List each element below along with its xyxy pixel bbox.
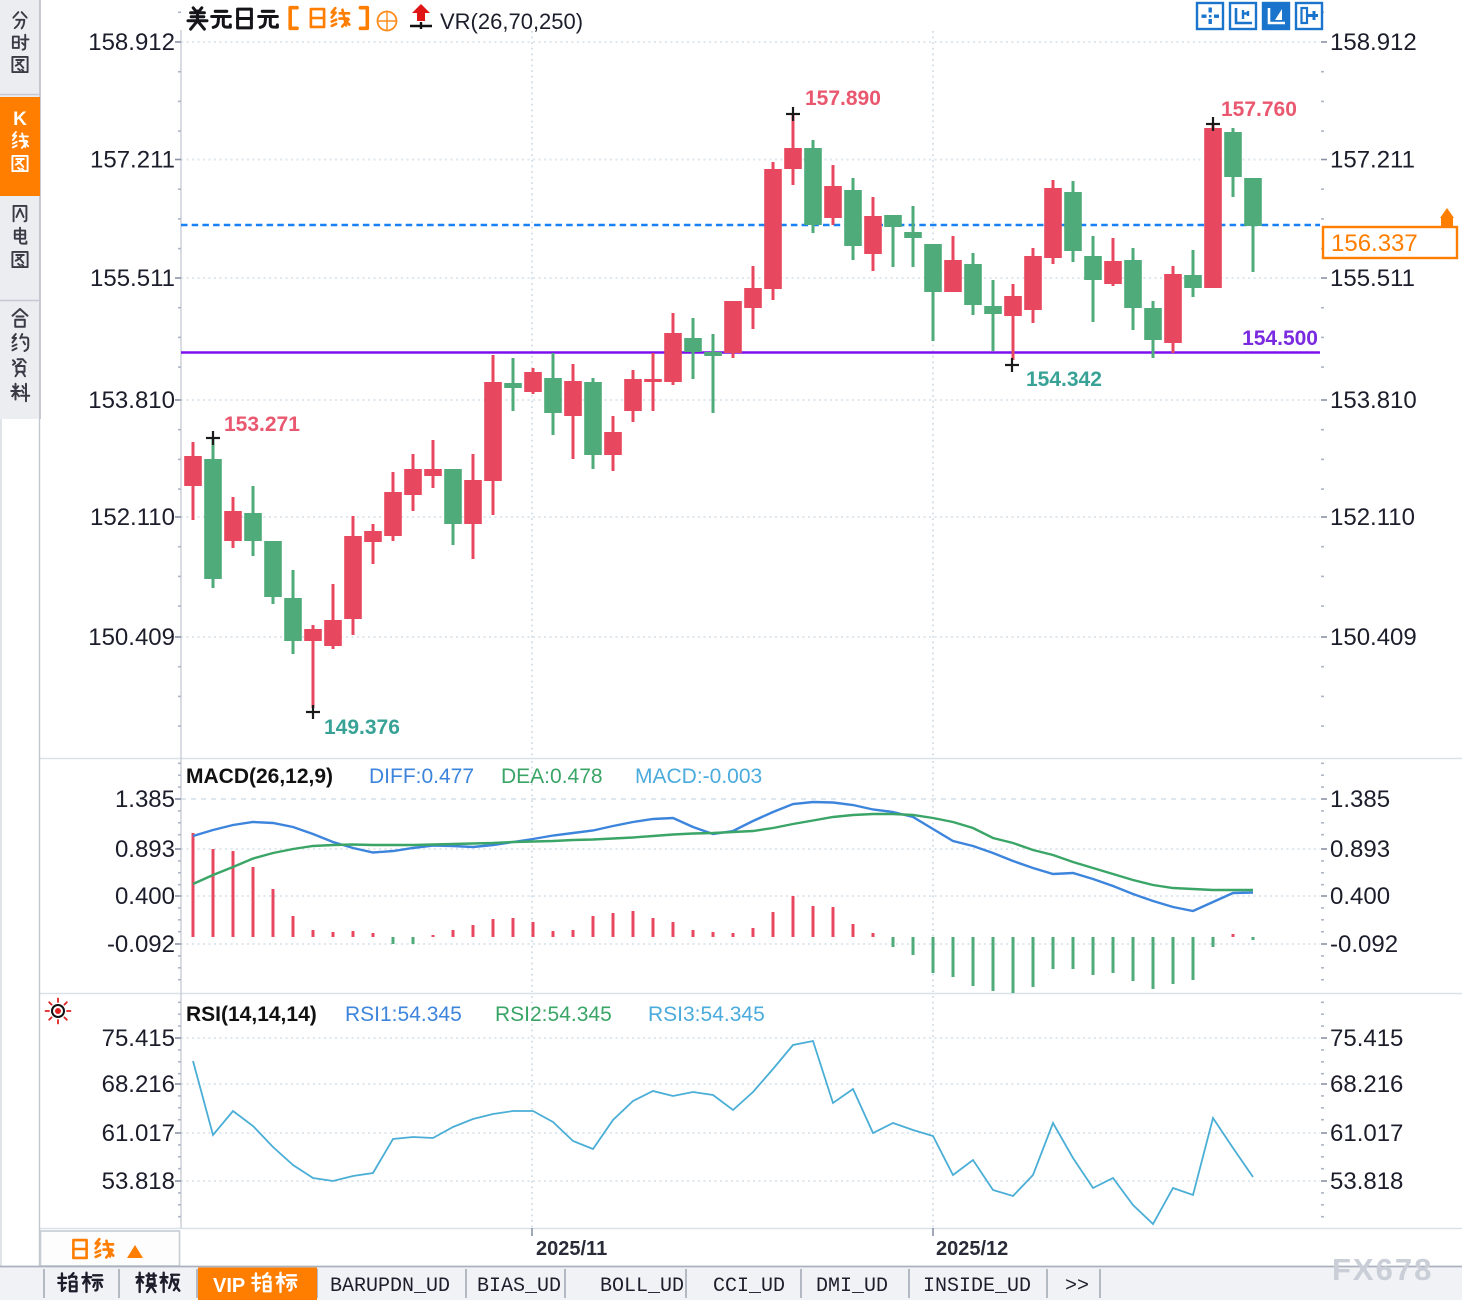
svg-text:K: K bbox=[13, 109, 27, 130]
svg-text:150.409: 150.409 bbox=[1330, 624, 1417, 651]
svg-text:61.017: 61.017 bbox=[102, 1120, 175, 1147]
svg-text:1.385: 1.385 bbox=[1330, 786, 1390, 813]
svg-text:FX678: FX678 bbox=[1332, 1252, 1433, 1287]
svg-text:155.511: 155.511 bbox=[90, 265, 175, 292]
svg-text:153.810: 153.810 bbox=[88, 387, 175, 414]
svg-text:153.810: 153.810 bbox=[1330, 387, 1417, 414]
svg-text:149.376: 149.376 bbox=[324, 716, 400, 739]
svg-text:DEA:0.478: DEA:0.478 bbox=[501, 765, 603, 788]
svg-text:RSI1:54.345: RSI1:54.345 bbox=[345, 1003, 462, 1026]
svg-text:75.415: 75.415 bbox=[1330, 1025, 1403, 1052]
svg-text:CCI_UD: CCI_UD bbox=[713, 1275, 785, 1298]
svg-text:150.409: 150.409 bbox=[88, 624, 175, 651]
svg-text:158.912: 158.912 bbox=[1330, 29, 1417, 56]
svg-text:-0.092: -0.092 bbox=[107, 931, 175, 958]
svg-text:2025/12: 2025/12 bbox=[936, 1238, 1008, 1260]
svg-text:158.912: 158.912 bbox=[88, 29, 175, 56]
svg-text:152.110: 152.110 bbox=[1330, 504, 1415, 531]
svg-text:VIP: VIP bbox=[213, 1275, 245, 1297]
svg-text:154.342: 154.342 bbox=[1026, 368, 1102, 391]
svg-text:157.211: 157.211 bbox=[90, 147, 175, 174]
svg-text:0.400: 0.400 bbox=[115, 883, 175, 910]
svg-text:BIAS_UD: BIAS_UD bbox=[477, 1275, 561, 1298]
svg-text:68.216: 68.216 bbox=[102, 1071, 175, 1098]
svg-text:53.818: 53.818 bbox=[102, 1168, 175, 1195]
svg-text:156.337: 156.337 bbox=[1331, 230, 1418, 257]
svg-text:RSI3:54.345: RSI3:54.345 bbox=[648, 1003, 765, 1026]
svg-text:RSI2:54.345: RSI2:54.345 bbox=[495, 1003, 612, 1026]
svg-text:MACD(26,12,9): MACD(26,12,9) bbox=[186, 765, 333, 788]
svg-text:0.400: 0.400 bbox=[1330, 883, 1390, 910]
svg-text:0.893: 0.893 bbox=[115, 836, 175, 863]
svg-text:RSI(14,14,14): RSI(14,14,14) bbox=[186, 1003, 317, 1026]
svg-text:MACD:-0.003: MACD:-0.003 bbox=[635, 765, 762, 788]
svg-text:>>: >> bbox=[1065, 1275, 1089, 1298]
svg-text:153.271: 153.271 bbox=[224, 413, 300, 436]
svg-text:VR(26,70,250): VR(26,70,250) bbox=[440, 9, 583, 34]
svg-text:75.415: 75.415 bbox=[102, 1025, 175, 1052]
svg-text:DIFF:0.477: DIFF:0.477 bbox=[369, 765, 474, 788]
svg-text:BOLL_UD: BOLL_UD bbox=[600, 1275, 684, 1298]
svg-text:BARUPDN_UD: BARUPDN_UD bbox=[330, 1275, 450, 1298]
svg-text:INSIDE_UD: INSIDE_UD bbox=[923, 1275, 1031, 1298]
svg-text:DMI_UD: DMI_UD bbox=[816, 1275, 888, 1298]
svg-text:157.211: 157.211 bbox=[1330, 147, 1415, 174]
svg-text:0.893: 0.893 bbox=[1330, 836, 1390, 863]
svg-text:155.511: 155.511 bbox=[1330, 265, 1415, 292]
svg-text:2025/11: 2025/11 bbox=[536, 1238, 607, 1260]
svg-text:157.890: 157.890 bbox=[805, 87, 881, 110]
svg-text:1.385: 1.385 bbox=[115, 786, 175, 813]
svg-text:152.110: 152.110 bbox=[90, 504, 175, 531]
svg-text:154.500: 154.500 bbox=[1242, 327, 1318, 350]
svg-text:61.017: 61.017 bbox=[1330, 1120, 1403, 1147]
svg-text:68.216: 68.216 bbox=[1330, 1071, 1403, 1098]
svg-text:-0.092: -0.092 bbox=[1330, 931, 1398, 958]
svg-text:53.818: 53.818 bbox=[1330, 1168, 1403, 1195]
svg-text:157.760: 157.760 bbox=[1221, 98, 1297, 121]
